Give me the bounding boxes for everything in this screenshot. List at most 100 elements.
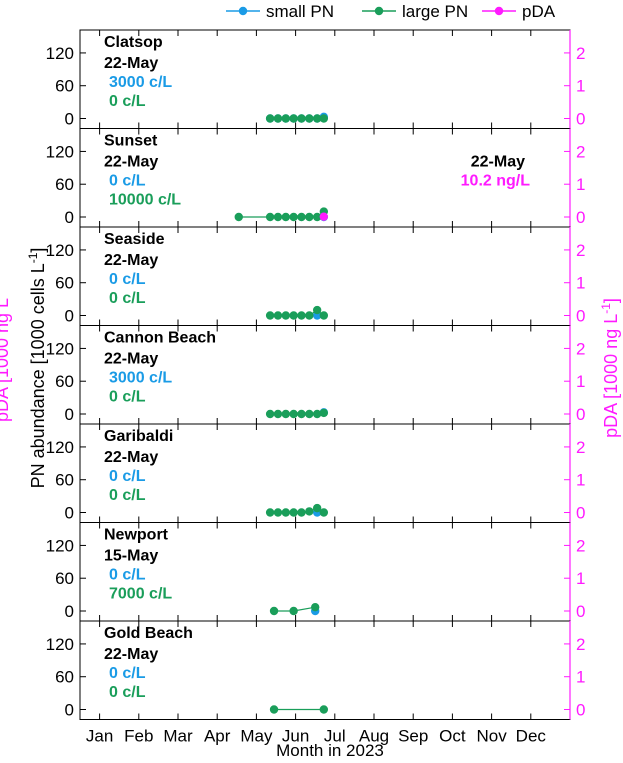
right-tick-label: 1 xyxy=(576,274,585,293)
panel-date: 22-May xyxy=(104,646,158,663)
large-pn-point xyxy=(312,409,322,419)
panel-date: 22-May xyxy=(104,252,158,269)
left-tick-label: 120 xyxy=(46,241,74,260)
left-y-axis-label-close: ] xyxy=(28,248,48,253)
large-pn-point xyxy=(265,409,275,419)
large-pn-point xyxy=(319,508,329,517)
panel-date: 15-May xyxy=(104,548,158,565)
panel-title: Clatsop xyxy=(104,34,163,51)
left-tick-label: 120 xyxy=(46,438,74,457)
small-pn-value: 0 c/L xyxy=(109,468,146,485)
panel-title: Newport xyxy=(104,527,169,544)
left-tick-label: 60 xyxy=(55,77,74,96)
month-label: Mar xyxy=(163,727,193,746)
large-pn-point xyxy=(312,114,322,123)
left-tick-label: 0 xyxy=(65,504,74,523)
large-pn-point xyxy=(265,311,275,320)
small-pn-value: 0 c/L xyxy=(109,567,146,584)
large-pn-point xyxy=(269,705,279,714)
left-tick-label: 120 xyxy=(46,44,74,63)
right-tick-label: 1 xyxy=(576,372,585,391)
panel-clatsop: 0 60 120 0 1 2 Clatsop 22-May 3000 c/L 0 c/L xyxy=(46,29,585,129)
far-left-pda-label: pDA [1000 ng L xyxy=(0,298,12,422)
left-tick-label: 60 xyxy=(55,569,74,588)
right-tick-label: 0 xyxy=(576,405,585,424)
right-tick-label: 1 xyxy=(576,471,585,490)
large-pn-point xyxy=(319,705,329,714)
left-tick-label: 60 xyxy=(55,471,74,490)
month-label: May xyxy=(240,727,273,746)
large-pn-value: 7000 c/L xyxy=(109,586,172,603)
panel-cannon-beach: 0 60 120 0 1 2 Cannon Beach 22-May 3000 c/L 0 c/L xyxy=(46,325,585,425)
right-tick-label: 0 xyxy=(576,602,585,621)
right-tick-label: 0 xyxy=(576,307,585,326)
right-tick-label: 0 xyxy=(576,504,585,523)
left-y-axis-label: PN abundance [1000 cells L-1] xyxy=(26,248,48,489)
month-axis: Jan Feb Mar Apr May Jun Jul Aug Sep Oct Nov Dec xyxy=(86,727,547,746)
right-tick-label: 2 xyxy=(576,142,585,161)
legend-large-label: large PN xyxy=(402,2,468,21)
large-pn-point xyxy=(305,507,314,516)
large-pn-point xyxy=(319,114,329,123)
large-pn-point xyxy=(305,114,314,123)
panel-sunset: 0 60 120 0 1 2 Sunset 22-May 0 c/L 10000 c/L 22-Ma… xyxy=(46,128,585,228)
right-tick-label: 1 xyxy=(576,569,585,588)
large-pn-point xyxy=(289,311,298,320)
right-tick-label: 1 xyxy=(576,668,585,687)
panel-newport: 0 60 120 0 1 2 Newport 15-May 0 c/L 7000 c/L xyxy=(46,522,585,622)
left-tick-label: 120 xyxy=(46,142,74,161)
month-label: Oct xyxy=(439,727,466,746)
x-axis-label: Month in 2023 xyxy=(276,741,384,760)
right-y-axis-label-close: ] xyxy=(601,298,621,303)
large-pn-point xyxy=(297,508,306,517)
large-pn-point xyxy=(312,305,322,315)
small-pn-value: 3000 c/L xyxy=(109,74,172,91)
large-pn-point xyxy=(319,408,329,418)
month-label: Dec xyxy=(516,727,547,746)
large-pn-point xyxy=(281,114,290,123)
left-tick-label: 60 xyxy=(55,274,74,293)
panel-date: 22-May xyxy=(104,449,158,466)
left-tick-label: 120 xyxy=(46,339,74,358)
panel-title: Seaside xyxy=(104,231,165,248)
panel-title: Gold Beach xyxy=(104,625,193,642)
large-pn-point xyxy=(265,212,275,222)
pda-date: 22-May xyxy=(471,154,525,171)
panel-seaside: 0 60 120 0 1 2 Seaside 22-May 0 c/L 0 c/L xyxy=(46,226,585,326)
large-pn-point xyxy=(289,409,298,419)
large-pn-value: 0 c/L xyxy=(109,389,146,406)
panel-date: 22-May xyxy=(104,55,158,72)
small-pn-value: 0 c/L xyxy=(109,173,146,190)
large-pn-point xyxy=(289,606,298,616)
right-tick-label: 2 xyxy=(576,44,585,63)
right-y-axis-label-main: pDA [1000 ng L xyxy=(601,314,621,438)
right-tick-label: 2 xyxy=(576,438,585,457)
large-pn-point xyxy=(273,212,283,222)
legend-small-label: small PN xyxy=(266,2,334,21)
right-tick-label: 1 xyxy=(576,77,585,96)
right-tick-label: 2 xyxy=(576,241,585,260)
small-pn-value: 3000 c/L xyxy=(109,370,172,387)
legend: small PN large PN pDA xyxy=(226,2,556,21)
left-tick-label: 0 xyxy=(65,208,74,227)
large-pn-point xyxy=(281,508,290,517)
panel-date: 22-May xyxy=(104,351,158,368)
large-pn-point xyxy=(273,409,283,419)
left-tick-label: 0 xyxy=(65,307,74,326)
panel-gold-beach: 0 60 120 0 1 2 Gold Beach 22-May 0 c/L 0 c/L xyxy=(46,620,585,720)
month-label: Jan xyxy=(86,727,113,746)
right-tick-label: 2 xyxy=(576,635,585,654)
large-pn-point xyxy=(312,503,322,513)
large-pn-point xyxy=(297,311,306,320)
month-label: Aug xyxy=(359,727,389,746)
large-pn-point xyxy=(273,114,283,123)
large-pn-point xyxy=(265,508,275,517)
small-pn-value: 0 c/L xyxy=(109,665,146,682)
month-label: Feb xyxy=(124,727,153,746)
month-label: Jul xyxy=(324,727,346,746)
right-tick-label: 2 xyxy=(576,339,585,358)
pda-point xyxy=(319,212,329,221)
large-pn-value: 0 c/L xyxy=(109,93,146,110)
month-label: Nov xyxy=(476,727,507,746)
